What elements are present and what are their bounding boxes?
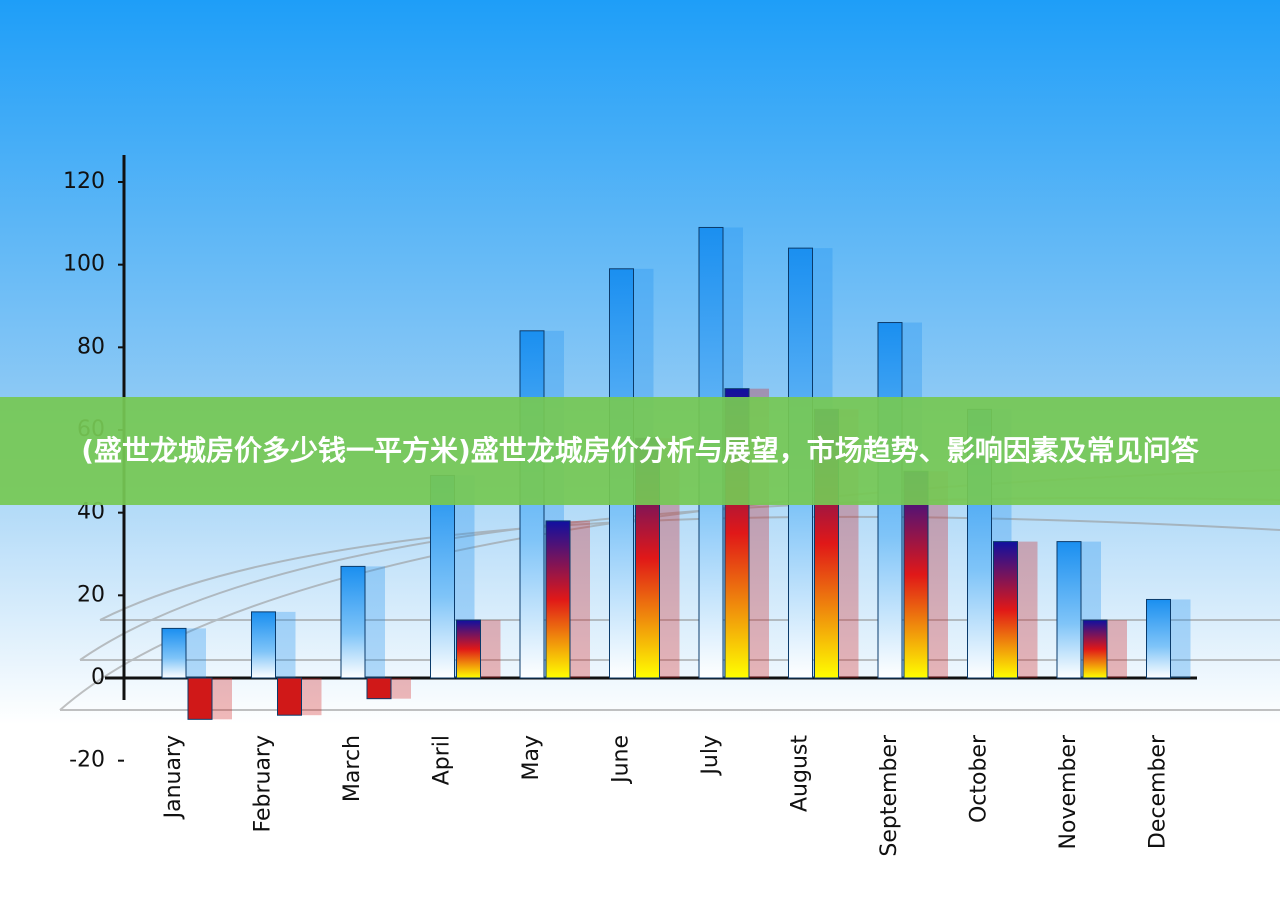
x-tick-label: June: [609, 735, 634, 785]
x-tick-label: December: [1146, 734, 1171, 849]
bar-shadow: [387, 678, 411, 699]
x-tick-label: August: [788, 735, 813, 812]
x-tick-label: January: [161, 735, 186, 820]
y-tick-label: 100: [63, 252, 105, 277]
bar: [545, 520, 571, 679]
x-tick-label: July: [698, 735, 723, 777]
bar: [1146, 598, 1171, 679]
bar: [277, 677, 302, 716]
bar: [993, 541, 1018, 679]
bar: [340, 565, 366, 679]
bar: [251, 611, 276, 679]
bar: [1056, 541, 1082, 679]
y-tick-label: -20: [69, 748, 105, 773]
x-tick-label: May: [519, 735, 544, 780]
bar: [456, 619, 481, 679]
title-banner: (盛世龙城房价多少钱一平方米)盛世龙城房价分析与展望，市场趋势、影响因素及常见问…: [0, 397, 1280, 505]
x-tick-label: September: [877, 734, 902, 857]
bar: [366, 677, 392, 700]
bar: [430, 474, 455, 679]
y-tick-label: 20: [77, 582, 105, 607]
y-tick-label: 120: [63, 169, 105, 194]
x-tick-label: February: [251, 735, 276, 833]
y-tick-label: 0: [91, 665, 105, 690]
chart-title: (盛世龙城房价多少钱一平方米)盛世龙城房价分析与展望，市场趋势、影响因素及常见问…: [81, 434, 1199, 467]
bar: [1082, 619, 1108, 679]
bar: [187, 677, 213, 720]
x-tick-label: March: [340, 735, 365, 802]
x-tick-label: October: [967, 734, 992, 823]
y-tick-label: 80: [77, 334, 105, 359]
x-tick-label: November: [1056, 734, 1081, 849]
bar: [161, 627, 187, 679]
x-tick-label: April: [430, 735, 455, 785]
